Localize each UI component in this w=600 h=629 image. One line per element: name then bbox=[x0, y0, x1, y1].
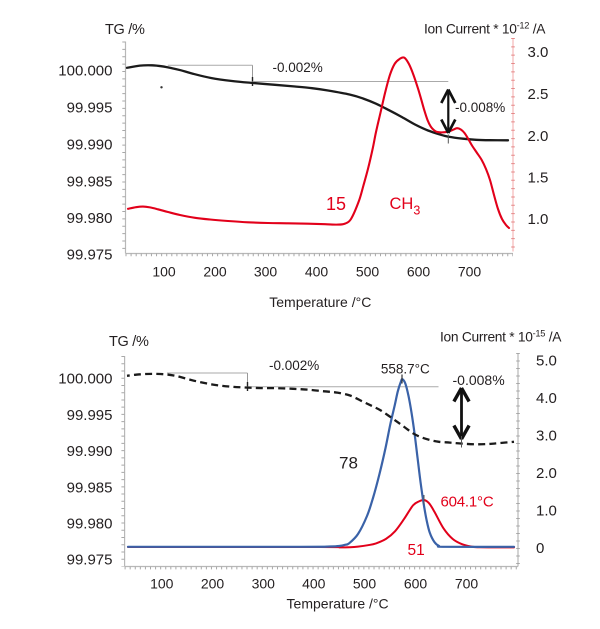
svg-text:300: 300 bbox=[254, 264, 278, 280]
svg-text:200: 200 bbox=[203, 264, 227, 280]
svg-text:100: 100 bbox=[152, 264, 176, 280]
svg-text:4.0: 4.0 bbox=[536, 390, 557, 407]
svg-text:100.000: 100.000 bbox=[58, 62, 112, 79]
svg-text:Ion Current * 10-12 /A: Ion Current * 10-12 /A bbox=[424, 21, 546, 37]
svg-text:700: 700 bbox=[455, 575, 479, 591]
svg-text:99.995: 99.995 bbox=[67, 99, 113, 116]
svg-text:99.990: 99.990 bbox=[67, 443, 113, 460]
svg-text:100: 100 bbox=[150, 575, 174, 591]
svg-text:99.995: 99.995 bbox=[67, 407, 113, 424]
svg-text:TG /%: TG /% bbox=[109, 334, 149, 350]
svg-text:2.5: 2.5 bbox=[528, 86, 549, 103]
svg-text:1.0: 1.0 bbox=[528, 211, 549, 228]
svg-text:500: 500 bbox=[356, 264, 380, 280]
svg-text:99.990: 99.990 bbox=[67, 136, 113, 153]
svg-text:400: 400 bbox=[305, 264, 329, 280]
svg-text:15: 15 bbox=[326, 194, 346, 214]
svg-text:3.0: 3.0 bbox=[536, 427, 557, 444]
svg-text:99.975: 99.975 bbox=[67, 552, 113, 569]
svg-text:604.1°C: 604.1°C bbox=[441, 494, 494, 511]
svg-text:100.000: 100.000 bbox=[58, 371, 112, 388]
svg-text:99.985: 99.985 bbox=[67, 173, 113, 190]
svg-text:-0.008%: -0.008% bbox=[455, 100, 505, 115]
svg-text:99.975: 99.975 bbox=[67, 246, 113, 263]
svg-text:5.0: 5.0 bbox=[536, 352, 557, 369]
svg-text:300: 300 bbox=[252, 575, 276, 591]
svg-text:TG /%: TG /% bbox=[105, 22, 145, 38]
svg-text:-0.008%: -0.008% bbox=[453, 372, 505, 388]
svg-text:-0.002%: -0.002% bbox=[273, 60, 323, 75]
svg-text:CH3: CH3 bbox=[390, 195, 421, 218]
svg-text:-0.002%: -0.002% bbox=[269, 358, 319, 373]
svg-text:558.7°C: 558.7°C bbox=[381, 361, 430, 376]
svg-text:3.0: 3.0 bbox=[528, 44, 549, 61]
svg-text:78: 78 bbox=[339, 453, 358, 472]
svg-text:2.0: 2.0 bbox=[536, 465, 557, 482]
svg-text:500: 500 bbox=[353, 575, 377, 591]
svg-text:2.0: 2.0 bbox=[528, 128, 549, 145]
svg-text:700: 700 bbox=[458, 264, 482, 280]
svg-text:600: 600 bbox=[407, 264, 431, 280]
svg-text:99.985: 99.985 bbox=[67, 479, 113, 496]
svg-text:1.5: 1.5 bbox=[528, 169, 549, 186]
svg-text:Temperature /°C: Temperature /°C bbox=[269, 294, 371, 310]
svg-text:Temperature /°C: Temperature /°C bbox=[287, 596, 389, 612]
svg-text:600: 600 bbox=[404, 575, 428, 591]
svg-text:99.980: 99.980 bbox=[67, 210, 113, 227]
svg-text:51: 51 bbox=[408, 542, 425, 559]
svg-text:99.980: 99.980 bbox=[67, 515, 113, 532]
svg-text:0: 0 bbox=[536, 540, 544, 557]
svg-text:1.0: 1.0 bbox=[536, 502, 557, 519]
svg-text:200: 200 bbox=[201, 575, 225, 591]
svg-text:Ion Current * 10-15 /A: Ion Current * 10-15 /A bbox=[440, 329, 562, 345]
svg-text:400: 400 bbox=[302, 575, 326, 591]
